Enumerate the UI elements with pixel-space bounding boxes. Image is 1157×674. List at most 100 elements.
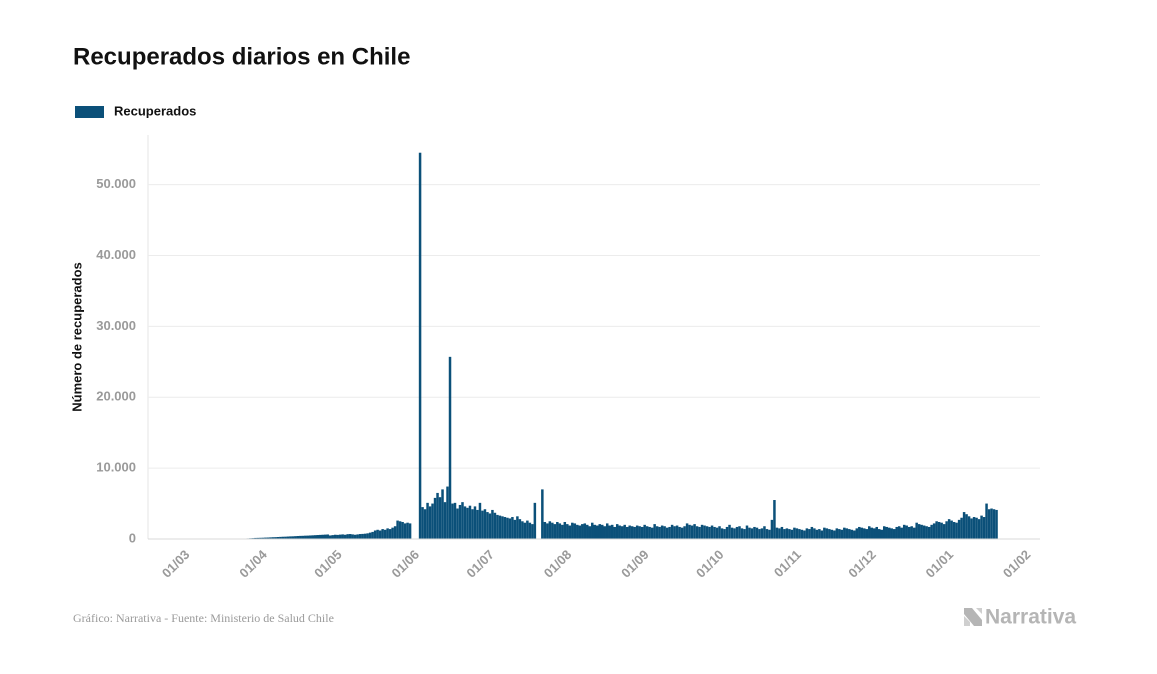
bar [568,525,572,539]
bar [615,524,619,539]
bar [768,529,771,539]
bar [381,529,384,539]
bar [992,509,996,539]
bar [523,522,527,539]
bar [770,519,774,539]
bar [508,518,512,539]
bar [264,537,267,539]
bar [341,534,344,539]
bar [501,516,504,539]
bar [516,516,519,539]
bar [678,526,681,539]
x-tick-label: 01/11 [771,547,804,580]
bar [304,535,307,539]
bar [586,524,589,539]
bar [553,524,557,539]
bar [506,517,509,539]
bar [660,525,664,539]
legend-label: Recuperados [114,103,196,118]
bar [823,527,826,539]
bar [887,527,891,539]
bar [571,522,574,539]
bar [885,526,888,539]
bar [930,524,933,539]
bar [723,529,726,539]
bar [703,525,706,539]
bar [750,528,754,539]
bar [957,519,961,539]
y-tick-label: 20.000 [96,389,136,404]
bar [269,537,272,539]
bar [311,535,315,539]
bar [873,528,876,539]
bar [935,521,938,539]
bar [368,532,372,539]
bar [271,537,275,539]
bar [531,524,534,539]
bar [373,530,377,539]
bar [683,526,686,539]
bar [648,526,651,539]
bar [461,502,464,539]
bar [518,519,522,539]
bar [970,518,973,539]
bar [286,536,290,539]
bar [640,526,644,539]
bar [937,521,941,539]
bar [710,525,714,539]
bar [838,529,841,539]
bar [376,529,379,539]
bar [576,524,579,539]
bar [328,535,332,539]
bar [800,529,804,539]
bar [546,523,549,539]
bar [698,526,701,539]
bar [808,529,811,539]
bar [346,534,349,539]
bar [798,529,801,539]
bar [673,526,676,539]
bar [426,502,429,539]
bar [633,526,636,539]
bar [403,523,407,539]
bar [326,534,329,539]
x-tick-label: 01/07 [463,547,497,581]
bar [600,524,604,539]
bar [496,514,499,539]
bar [635,525,639,539]
bar [498,515,502,539]
bar [655,526,659,539]
bar [511,517,514,539]
bar [451,503,454,539]
logo-icon [964,608,982,626]
bar [705,526,709,539]
bar [261,537,265,539]
bar [446,486,449,539]
bar [423,509,427,539]
bar [603,526,606,539]
bar [860,527,864,539]
bar [675,525,679,539]
bar [438,497,442,539]
bar [853,530,856,539]
bar [713,526,716,539]
bar [725,526,729,539]
bar [358,534,362,539]
bar [321,534,324,539]
bar [815,529,819,539]
bar [543,521,547,539]
bar [865,529,869,539]
bar [880,529,883,539]
bar [309,535,312,539]
bar [289,536,292,539]
bar [366,533,369,539]
bar [765,529,769,539]
bar [895,526,898,539]
bar [653,524,656,539]
bar [780,526,784,539]
bar [900,527,903,539]
bar [378,530,382,539]
bar [361,533,364,539]
bar [793,527,796,539]
bar [548,521,552,539]
